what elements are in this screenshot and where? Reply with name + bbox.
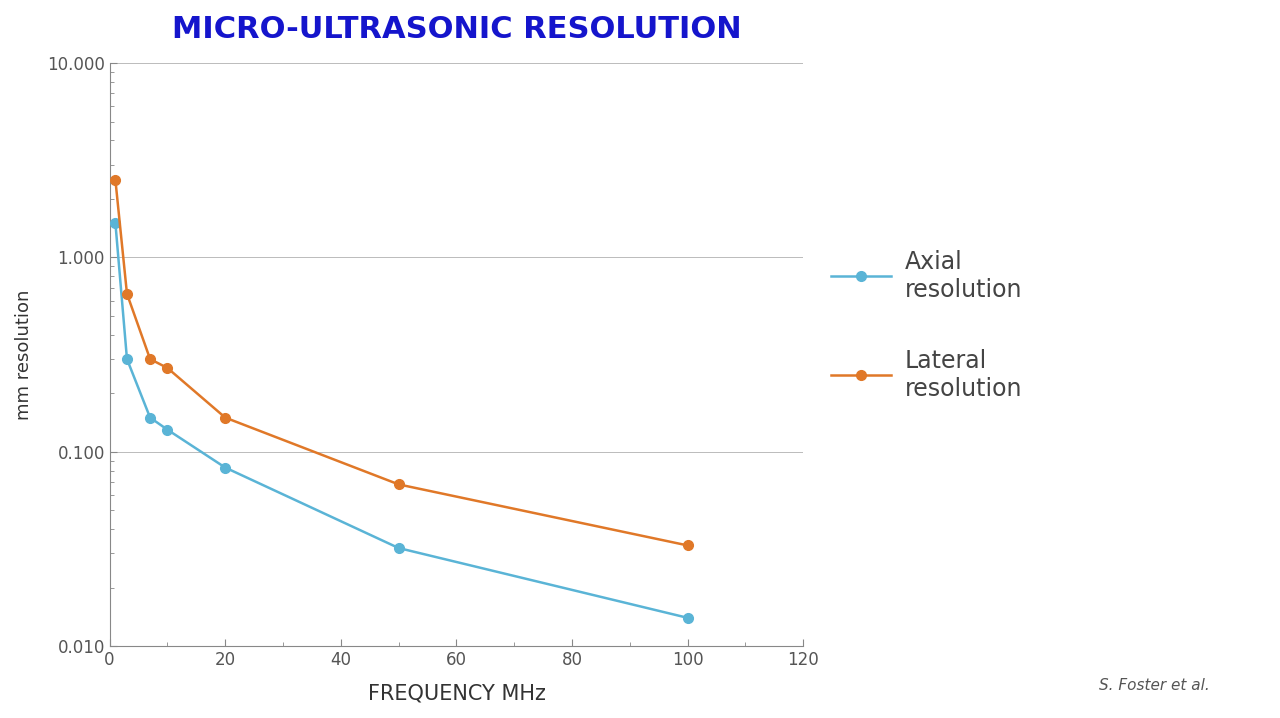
Axial
resolution	[108, 219, 123, 228]
Lateral
resolution	[142, 355, 157, 363]
Lateral
resolution	[119, 289, 134, 298]
Lateral
resolution	[680, 541, 695, 550]
Legend: Axial
resolution, Lateral
resolution: Axial resolution, Lateral resolution	[822, 241, 1032, 410]
Axial
resolution	[160, 425, 175, 434]
X-axis label: FREQUENCY MHz: FREQUENCY MHz	[367, 683, 545, 703]
Axial
resolution	[680, 614, 695, 623]
Title: MICRO-ULTRASONIC RESOLUTION: MICRO-ULTRASONIC RESOLUTION	[172, 15, 741, 44]
Axial
resolution	[142, 414, 157, 422]
Lateral
resolution	[218, 414, 233, 422]
Lateral
resolution	[108, 176, 123, 185]
Axial
resolution	[218, 463, 233, 472]
Line: Lateral
resolution: Lateral resolution	[110, 175, 692, 550]
Line: Axial
resolution: Axial resolution	[110, 218, 692, 623]
Axial
resolution	[119, 355, 134, 363]
Lateral
resolution	[160, 363, 175, 372]
Text: S. Foster et al.: S. Foster et al.	[1098, 678, 1210, 693]
Axial
resolution	[390, 544, 406, 552]
Y-axis label: mm resolution: mm resolution	[15, 289, 33, 420]
Lateral
resolution	[390, 480, 406, 489]
